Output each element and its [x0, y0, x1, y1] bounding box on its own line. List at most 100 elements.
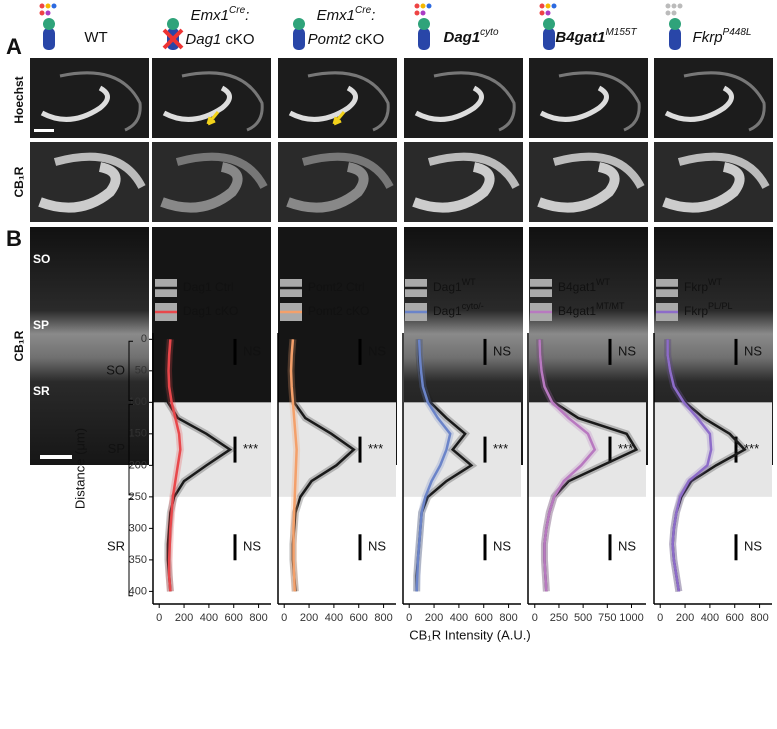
- glycan-icon: [539, 10, 545, 16]
- legend-sup: WT: [708, 277, 722, 287]
- hippocampus-stain: [539, 85, 609, 122]
- legend-label: Dag1 Ctrl: [183, 280, 234, 294]
- annotation: NS: [493, 343, 511, 358]
- x-tick-label: 750: [598, 612, 616, 624]
- header-segment: Pomt2: [308, 31, 352, 48]
- glycan-icon: [677, 3, 683, 9]
- legend-sup: MT/MT: [596, 301, 625, 311]
- header-segment: B4gat1: [555, 29, 605, 46]
- hippocampus-stain: [162, 85, 232, 122]
- x-tick-label: 250: [550, 612, 568, 624]
- glycan-icon: [39, 10, 45, 16]
- protein-icon: [167, 18, 179, 30]
- y-tick-label: 50: [135, 365, 147, 377]
- x-tick-label: 400: [325, 612, 343, 624]
- column-header: Emx1Cre:: [317, 5, 376, 24]
- column-header: Pomt2 cKO: [308, 31, 385, 48]
- x-tick-label: 600: [475, 612, 493, 624]
- protein-icon: [418, 18, 430, 30]
- series-line: [167, 339, 182, 592]
- x-tick-label: 0: [281, 612, 287, 624]
- x-tick-label: 200: [425, 612, 443, 624]
- hippocampus-stain: [537, 162, 620, 213]
- glycan-icon: [45, 10, 51, 16]
- region-bracket: [128, 340, 133, 401]
- column-header: Emx1Cre:: [191, 5, 250, 24]
- x-tick-label: 400: [450, 612, 468, 624]
- scale-bar: [40, 455, 72, 459]
- hippocampus-stain: [677, 152, 770, 189]
- panel-label: B: [6, 226, 22, 251]
- y-tick-label: 100: [129, 396, 147, 408]
- legend-label: Pomt2 cKO: [308, 304, 369, 318]
- glycan-icon: [539, 3, 545, 9]
- legend-name: Dag1 cKO: [183, 304, 238, 318]
- x-tick-label: 400: [200, 612, 218, 624]
- legend-name: Fkrp: [684, 280, 708, 294]
- glycan-icon: [665, 10, 671, 16]
- row-label: Hoechst: [12, 76, 26, 123]
- glycan-icon: [545, 3, 551, 9]
- legend-label: Dag1 cKO: [183, 304, 238, 318]
- annotation: ***: [368, 441, 383, 456]
- hippocampus-stain: [552, 152, 645, 189]
- protein-icon: [543, 28, 555, 50]
- annotation: NS: [493, 539, 511, 554]
- y-tick-label: 250: [129, 491, 147, 503]
- x-tick-label: 200: [300, 612, 318, 624]
- protein-icon: [669, 28, 681, 50]
- header-segment: cyto: [480, 27, 499, 38]
- x-tick-label: 200: [676, 612, 694, 624]
- header-segment: Cre: [229, 5, 246, 16]
- legend-name: Fkrp: [684, 304, 708, 318]
- legend-name: Pomt2 cKO: [308, 304, 369, 318]
- protein-icon: [43, 18, 55, 30]
- glycan-icon: [420, 3, 426, 9]
- layer-label: SO: [33, 252, 50, 266]
- hippocampus-stain: [53, 152, 146, 189]
- x-tick-label: 400: [701, 612, 719, 624]
- hippocampus-stain: [412, 162, 495, 213]
- x-tick-label: 600: [225, 612, 243, 624]
- header-segment: Dag1: [185, 31, 221, 48]
- x-tick-label: 0: [156, 612, 162, 624]
- annotation: NS: [243, 343, 261, 358]
- legend-name: B4gat1: [558, 280, 596, 294]
- region-label: SP: [108, 441, 125, 456]
- legend-name: Dag1 Ctrl: [183, 280, 234, 294]
- legend-label: FkrpPL/PL: [684, 301, 733, 318]
- header-segment: Cre: [355, 5, 372, 16]
- protein-icon: [293, 18, 305, 30]
- knockout-icon: [162, 28, 184, 50]
- region-label: SR: [107, 539, 125, 554]
- annotation: ***: [744, 441, 759, 456]
- annotation: ***: [243, 441, 258, 456]
- x-tick-label: 800: [499, 612, 517, 624]
- glycan-icon: [420, 10, 426, 16]
- legend-label: Dag1cyto/-: [433, 301, 484, 318]
- hippocampus-stain: [307, 71, 390, 132]
- header-segment: cKO: [221, 31, 254, 48]
- series-line: [538, 339, 597, 592]
- header-segment: :: [245, 7, 249, 24]
- annotation: NS: [618, 343, 636, 358]
- hippocampus-stain: [683, 71, 766, 132]
- x-tick-label: 800: [750, 612, 768, 624]
- highlight-band: [153, 402, 271, 497]
- hippocampus-stain: [181, 71, 264, 132]
- x-tick-label: 1000: [619, 612, 643, 624]
- annotation: NS: [368, 343, 386, 358]
- annotation: ***: [493, 441, 508, 456]
- y-tick-label: 200: [129, 459, 147, 471]
- annotation: NS: [744, 343, 762, 358]
- legend-label: Pomt2 Ctrl: [308, 280, 365, 294]
- annotation: NS: [744, 539, 762, 554]
- axis-title: Distance (μm): [72, 428, 87, 509]
- row-label: CB₁R: [12, 166, 26, 197]
- highlight-band: [528, 402, 646, 497]
- glycan-icon: [39, 3, 45, 9]
- legend-label: Dag1WT: [433, 277, 476, 294]
- hippocampus-stain: [288, 85, 358, 122]
- header-segment: Emx1: [191, 7, 229, 24]
- header-segment: Emx1: [317, 7, 355, 24]
